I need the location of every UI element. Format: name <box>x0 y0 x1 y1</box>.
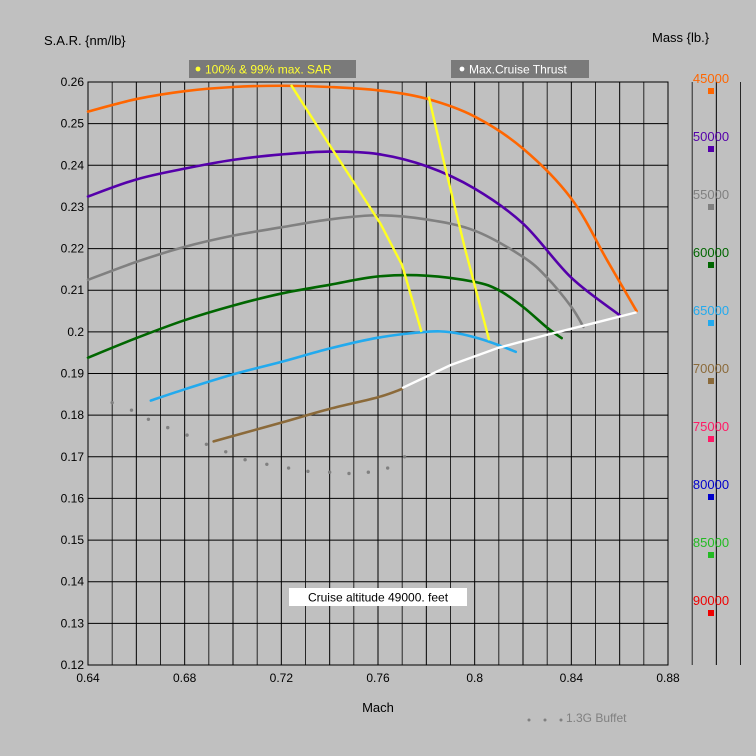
y-tick-label: 0.21 <box>61 283 85 297</box>
mass-legend-swatch <box>708 204 714 210</box>
y-tick-label: 0.26 <box>61 75 85 89</box>
mass-legend-swatch <box>708 436 714 442</box>
mass-legend-swatch <box>708 494 714 500</box>
y-tick-label: 0.23 <box>61 200 85 214</box>
buffet-point <box>385 466 390 470</box>
x-axis-title: Mach <box>362 700 394 715</box>
legend-max-sar-dot <box>195 66 201 72</box>
legend-max-cruise: Max.Cruise Thrust <box>451 60 589 78</box>
mass-legend-label: 70000 <box>693 361 729 376</box>
cruise-altitude-annotation: Cruise altitude 49000. feet <box>308 591 449 605</box>
max-cruise-thrust-line <box>401 311 637 390</box>
series-line-55000 <box>86 213 585 329</box>
legend-max-sar-label: 100% & 99% max. SAR <box>205 63 332 77</box>
grid <box>87 81 741 666</box>
y-tick-label: 0.16 <box>61 491 85 505</box>
x-tick-label: 0.76 <box>366 671 390 685</box>
mass-legend-label: 90000 <box>693 593 729 608</box>
mass-legend-label: 75000 <box>693 419 729 434</box>
mass-legend-label: 65000 <box>693 303 729 318</box>
y-tick-label: 0.19 <box>61 367 85 381</box>
buffet-point <box>265 462 269 466</box>
x-tick-label: 0.68 <box>173 671 197 685</box>
series-line-50000 <box>86 150 621 317</box>
buffet-point <box>347 471 351 476</box>
legend-max-cruise-box <box>451 60 589 78</box>
mass-legend-swatch <box>708 378 714 384</box>
buffet-point <box>224 450 228 454</box>
y-tick-label: 0.15 <box>61 533 85 547</box>
buffet-point <box>306 469 310 474</box>
buffet-point <box>110 400 114 405</box>
mass-legend-label: 55000 <box>693 187 729 202</box>
y-tick-label: 0.13 <box>61 616 85 630</box>
legend-max-sar-box <box>189 60 356 78</box>
x-tick-label: 0.64 <box>76 671 100 685</box>
mass-legend-swatch <box>708 552 714 558</box>
overlay-layer <box>110 84 637 476</box>
buffet-point <box>129 408 134 412</box>
buffet-point <box>185 433 189 437</box>
buffet-legend-dot <box>543 718 547 722</box>
mass-legend: 45000 50000 55000 60000 65000 70000 75000 80000… <box>693 71 729 616</box>
mass-legend-label: 80000 <box>693 477 729 492</box>
buffet-point <box>366 470 371 474</box>
legend-title: Mass {lb.} <box>652 30 710 45</box>
buffet-point <box>402 455 407 459</box>
y-tick-label: 0.25 <box>61 117 85 131</box>
y-tick-label: 0.24 <box>61 158 85 172</box>
mass-legend-swatch <box>708 88 714 94</box>
legend-max-sar: 100% & 99% max. SAR <box>189 60 356 78</box>
series-line-65000 <box>149 330 518 402</box>
max-sar-100-line <box>289 84 423 333</box>
mass-legend-swatch <box>708 610 714 616</box>
mass-legend-swatch <box>708 262 714 268</box>
y-tick-label: 0.22 <box>61 242 85 256</box>
mass-legend-label: 45000 <box>693 71 729 86</box>
legend-buffet: 1.3G Buffet <box>527 711 627 725</box>
mass-legend-swatch <box>708 146 714 152</box>
y-tick-label: 0.18 <box>61 408 85 422</box>
buffet-legend-label: 1.3G Buffet <box>566 711 627 725</box>
mass-legend-swatch <box>708 320 714 326</box>
mass-legend-label: 50000 <box>693 129 729 144</box>
mass-legend-label: 60000 <box>693 245 729 260</box>
y-tick-label: 0.14 <box>61 575 85 589</box>
annotation-box: Cruise altitude 49000. feet <box>289 588 467 606</box>
legend-max-cruise-label: Max.Cruise Thrust <box>469 63 567 77</box>
x-tick-label: 0.8 <box>466 671 483 685</box>
x-tick-labels: 0.64 0.68 0.72 0.76 0.8 0.84 0.88 <box>76 671 680 685</box>
y-axis-title: S.A.R. {nm/lb} <box>44 33 126 48</box>
buffet-point <box>327 470 332 474</box>
legend-max-cruise-dot <box>459 66 465 72</box>
annotation-background <box>289 588 467 606</box>
series-line-45000 <box>86 84 638 313</box>
series-layer <box>86 84 638 443</box>
max-sar-99-line <box>427 96 491 341</box>
buffet-legend-dot <box>527 718 531 722</box>
buffet-point <box>243 458 247 462</box>
series-line-70000 <box>212 387 404 443</box>
buffet-point <box>204 442 209 446</box>
x-tick-label: 0.72 <box>270 671 294 685</box>
y-tick-label: 0.12 <box>61 658 85 672</box>
buffet-point <box>146 417 151 422</box>
series-line-60000 <box>86 273 563 359</box>
x-tick-label: 0.84 <box>560 671 584 685</box>
y-tick-label: 0.2 <box>67 325 84 339</box>
buffet-legend-dot <box>559 718 563 722</box>
y-tick-labels: 0.12 0.13 0.14 0.15 0.16 0.17 0.18 0.19 0.2 0.21 0… <box>61 75 85 672</box>
buffet-point <box>286 466 291 470</box>
buffet-point <box>166 425 170 430</box>
y-tick-label: 0.17 <box>61 450 85 464</box>
x-tick-label: 0.88 <box>656 671 680 685</box>
mass-legend-label: 85000 <box>693 535 729 550</box>
